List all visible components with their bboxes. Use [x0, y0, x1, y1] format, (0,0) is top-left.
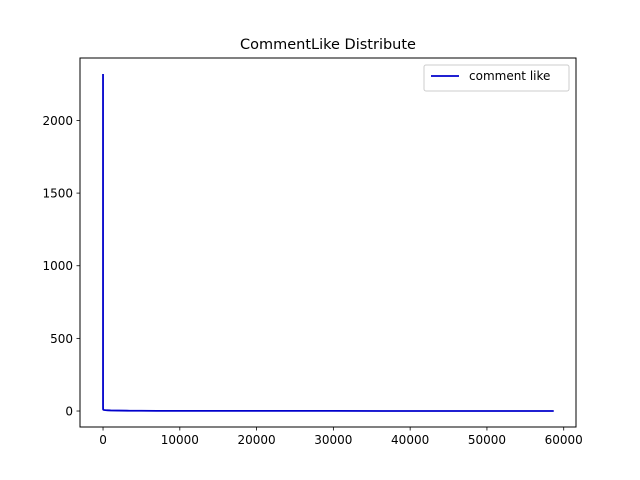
legend: comment like [423, 64, 570, 92]
series-line-comment-like [102, 73, 554, 412]
series-layer [102, 73, 554, 412]
y-tick-label: 500 [50, 332, 73, 346]
y-tick-label: 1000 [42, 259, 73, 273]
y-axis: 0 500 1000 1500 2000 [42, 114, 80, 419]
chart-title: CommentLike Distribute [240, 37, 416, 53]
x-tick-label: 40000 [391, 433, 429, 447]
y-tick-label: 2000 [42, 114, 73, 128]
y-tick-label: 0 [65, 405, 73, 419]
x-tick-label: 10000 [161, 433, 199, 447]
x-tick-label: 0 [99, 433, 107, 447]
y-tick-label: 1500 [42, 187, 73, 201]
legend-box [423, 64, 570, 92]
x-tick-label: 60000 [545, 433, 583, 447]
x-tick-label: 30000 [314, 433, 352, 447]
plot-background [80, 58, 576, 427]
legend-label-comment-like: comment like [469, 69, 550, 83]
x-axis: 0 10000 20000 30000 40000 50000 60000 [99, 427, 583, 447]
plot-frame [79, 57, 577, 428]
x-tick-label: 50000 [468, 433, 506, 447]
x-tick-label: 20000 [238, 433, 276, 447]
